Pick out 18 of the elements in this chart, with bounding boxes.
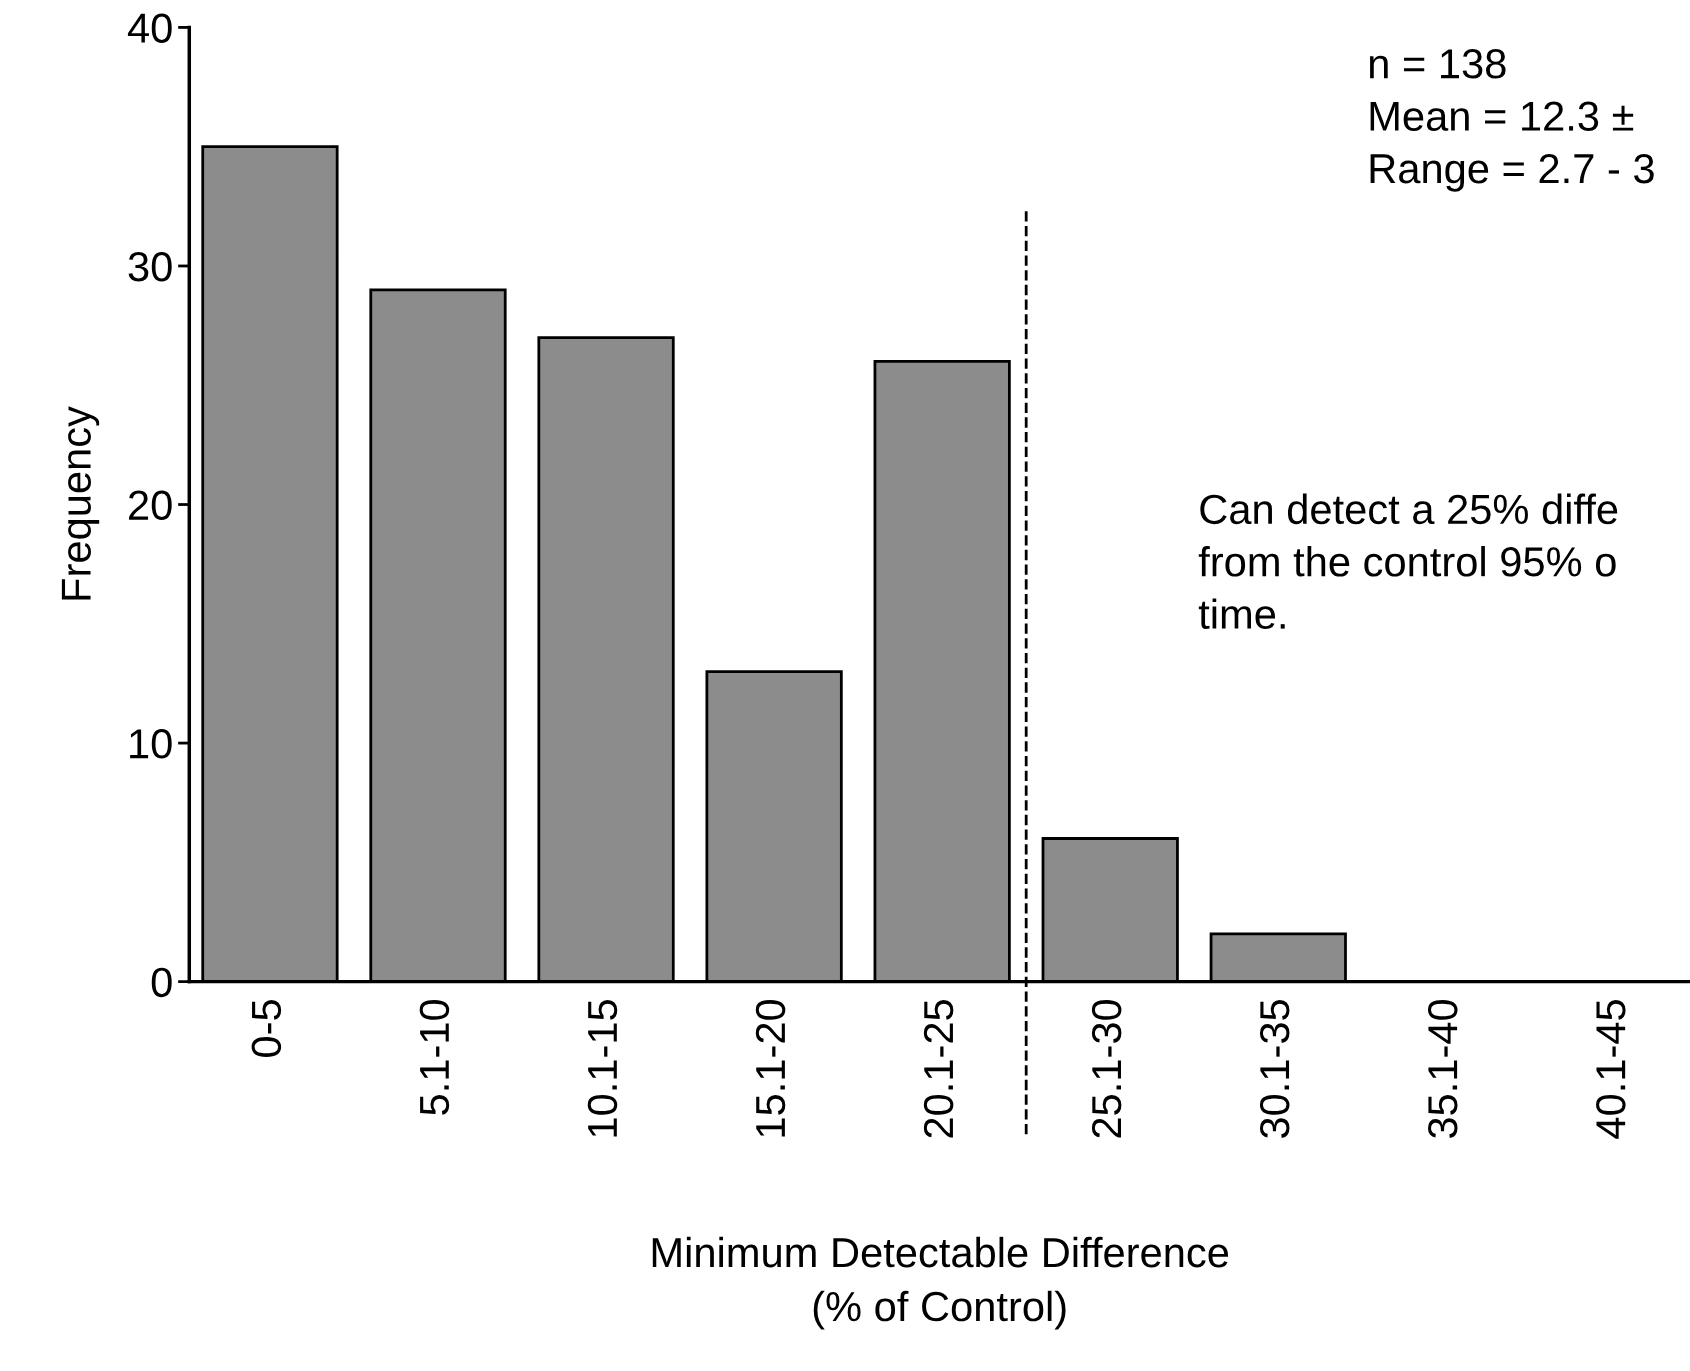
y-tick-label: 20 — [129, 490, 172, 521]
x-tick-label: 30.1-35 — [1259, 1000, 1290, 1139]
y-tick-label: 40 — [127, 13, 172, 43]
x-axis-title: Minimum Detectable Difference (% of Control) — [652, 1236, 1229, 1330]
y-tick-label: 0 — [151, 967, 172, 998]
x-tick-label: 0-5 — [251, 1000, 282, 1057]
x-tick-label: 20.1-25 — [923, 1000, 954, 1138]
y-tick-label: 10 — [130, 729, 172, 759]
y-tick-label: 30 — [128, 251, 172, 282]
annotation: n = 138 Mean = 12.3 ± Range = 2.7 - 3 — [1369, 49, 1654, 192]
x-tick-label: 10.1-15 — [587, 1000, 618, 1137]
x-tick-label: 5.1-10 — [419, 999, 450, 1115]
annotation: Can detect a 25% diffe from the control 95% o time. — [1198, 493, 1618, 630]
x-tick-label: 35.1-40 — [1428, 999, 1458, 1139]
y-axis-title: Frequency — [61, 406, 100, 600]
x-tick-label: 40.1-45 — [1596, 1000, 1626, 1139]
x-tick-label: 15.1-20 — [755, 999, 786, 1137]
x-tick-label: 25.1-30 — [1091, 999, 1122, 1138]
